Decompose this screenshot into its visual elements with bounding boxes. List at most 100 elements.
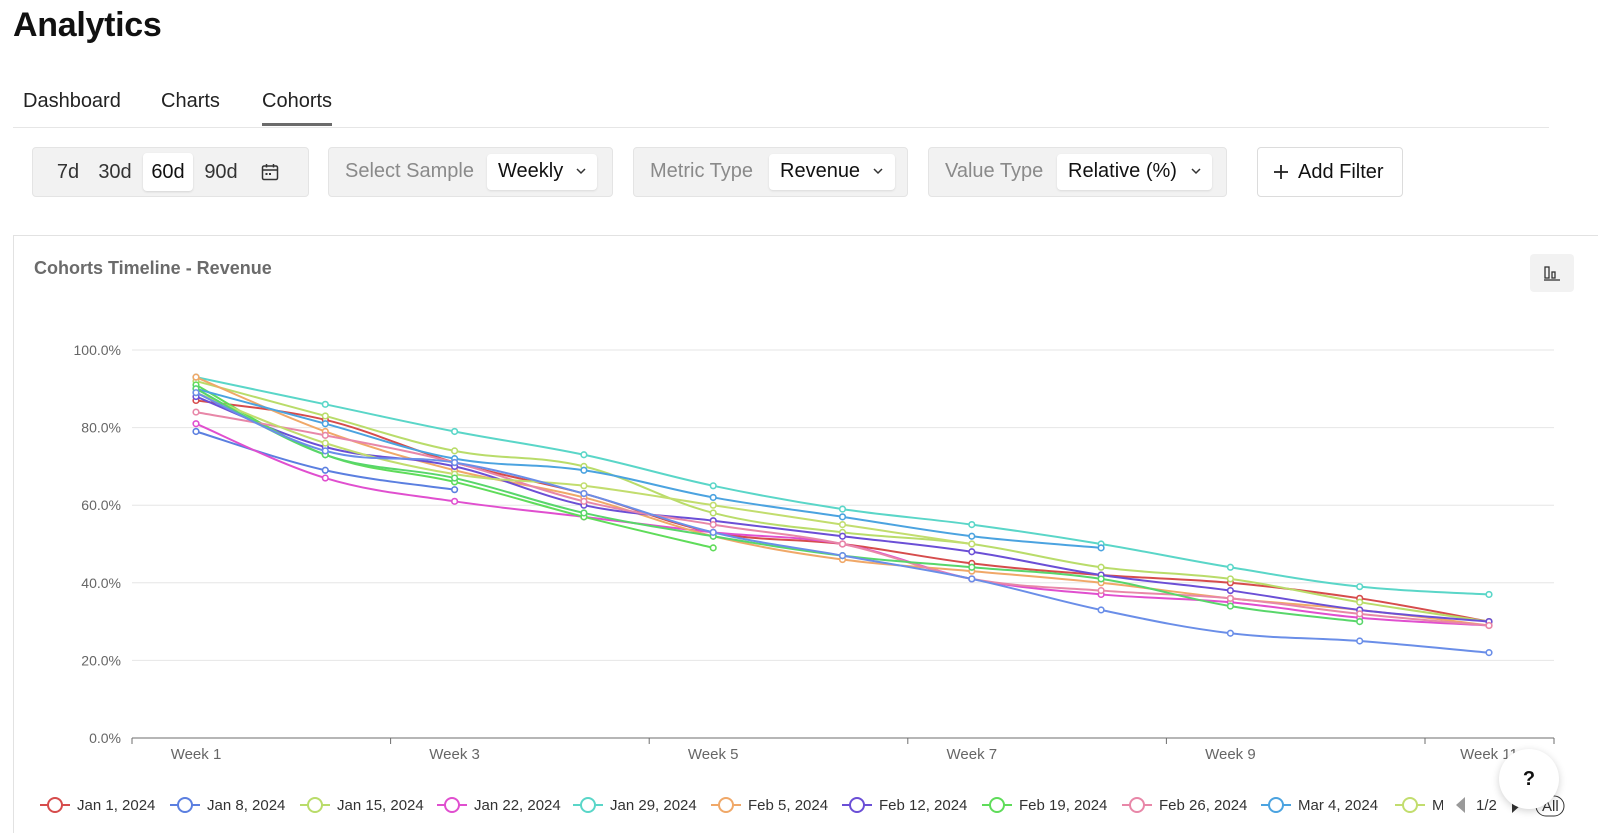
data-point xyxy=(1485,649,1493,657)
legend-swatch-marker xyxy=(849,797,865,813)
legend-swatch-marker xyxy=(1268,797,1284,813)
legend-label: Feb 19, 2024 xyxy=(1019,797,1107,814)
chart-title: Cohorts Timeline - Revenue xyxy=(34,258,272,278)
legend-swatch-marker xyxy=(177,797,193,813)
y-tick-label: 80.0% xyxy=(81,420,121,436)
data-point xyxy=(321,439,329,447)
cohort-chart-card: Cohorts Timeline - Revenue xyxy=(13,235,1598,833)
range-30d-button[interactable]: 30d xyxy=(98,161,132,183)
data-point xyxy=(1097,544,1105,552)
chevron-down-icon xyxy=(1191,168,1201,175)
legend-page-indicator: 1/2 xyxy=(1476,797,1497,814)
range-60d-button[interactable]: 60d xyxy=(143,153,193,191)
data-point xyxy=(451,458,459,467)
data-point xyxy=(321,400,329,408)
range-7d-button[interactable]: 7d xyxy=(56,161,80,183)
data-point xyxy=(968,520,976,529)
legend-item[interactable]: Jan 22, 2024 xyxy=(437,797,561,814)
data-point xyxy=(709,528,717,536)
legend-swatch-marker xyxy=(1402,797,1418,813)
tab-cohorts[interactable]: Cohorts xyxy=(262,90,333,126)
help-button[interactable]: ? xyxy=(1499,749,1559,809)
data-point xyxy=(1356,637,1364,645)
data-point xyxy=(709,482,717,490)
data-point xyxy=(580,451,588,459)
legend-swatch-marker xyxy=(1129,797,1145,813)
date-range-group: 7d 30d 60d 90d xyxy=(32,147,309,197)
x-tick-label: Week 7 xyxy=(947,746,998,763)
x-tick-label: Week 9 xyxy=(1205,746,1256,763)
series-line xyxy=(195,387,1360,623)
data-point xyxy=(451,447,459,455)
data-point xyxy=(1226,602,1234,610)
tab-dashboard[interactable]: Dashboard xyxy=(23,90,121,112)
value-type-filter: Value Type Relative (%) xyxy=(928,147,1227,197)
legend-swatch-marker xyxy=(47,797,63,813)
range-90d-button[interactable]: 90d xyxy=(204,161,238,183)
data-point xyxy=(838,520,847,529)
series-line xyxy=(195,380,1490,623)
calendar-icon[interactable] xyxy=(261,163,279,181)
data-point xyxy=(1226,586,1234,595)
data-point xyxy=(968,532,976,540)
legend-item[interactable]: Feb 5, 2024 xyxy=(711,797,828,814)
data-point xyxy=(709,520,717,529)
metric-filter: Metric Type Revenue xyxy=(633,147,908,197)
legend-item[interactable]: Feb 19, 2024 xyxy=(982,797,1107,814)
legend-label: Jan 8, 2024 xyxy=(207,797,285,814)
legend-label: Mar 4, 2024 xyxy=(1298,797,1378,814)
legend-label: Feb 26, 2024 xyxy=(1159,797,1247,814)
y-tick-label: 0.0% xyxy=(89,730,121,746)
series-line xyxy=(195,376,1490,627)
series-4 xyxy=(192,373,1493,599)
data-point xyxy=(451,486,459,494)
tab-charts[interactable]: Charts xyxy=(161,90,220,112)
legend-label: Jan 15, 2024 xyxy=(337,797,424,814)
legend-item[interactable]: Jan 1, 2024 xyxy=(40,797,155,814)
legend-item[interactable]: Jan 15, 2024 xyxy=(300,797,424,814)
chevron-down-icon xyxy=(576,168,586,175)
data-point xyxy=(838,540,847,548)
legend-item[interactable]: Feb 26, 2024 xyxy=(1122,797,1247,814)
x-tick-label: Week 1 xyxy=(171,746,222,763)
sample-filter: Select Sample Weekly xyxy=(328,147,613,197)
value-type-filter-label: Value Type xyxy=(945,160,1044,182)
data-point xyxy=(709,501,717,509)
add-filter-button[interactable]: Add Filter xyxy=(1257,147,1403,197)
data-point xyxy=(1356,610,1364,618)
data-point xyxy=(321,431,329,439)
data-point xyxy=(321,420,329,428)
series-1 xyxy=(192,427,459,494)
data-point xyxy=(192,427,200,436)
data-point xyxy=(968,548,976,556)
data-point xyxy=(838,532,847,540)
data-point xyxy=(1485,621,1493,630)
data-point xyxy=(192,389,200,397)
legend-label: Jan 29, 2024 xyxy=(610,797,697,814)
legend-prev-icon[interactable] xyxy=(1456,797,1465,813)
value-type-select-value: Relative (%) xyxy=(1068,160,1177,182)
series-11 xyxy=(192,385,1364,626)
legend-item[interactable]: Jan 29, 2024 xyxy=(573,797,697,814)
data-point xyxy=(192,373,200,381)
legend-item[interactable]: Jan 8, 2024 xyxy=(170,797,285,814)
sample-filter-label: Select Sample xyxy=(345,160,474,182)
data-point xyxy=(1226,594,1234,602)
legend-item[interactable]: Mar 11, 2024 xyxy=(1395,797,1519,814)
legend-item[interactable]: Feb 12, 2024 xyxy=(842,797,967,814)
chart-view-button[interactable] xyxy=(1530,254,1574,292)
data-point xyxy=(192,420,200,428)
legend-swatch-marker xyxy=(718,797,734,813)
data-point xyxy=(580,466,588,474)
data-point xyxy=(838,505,847,513)
data-point xyxy=(321,412,329,420)
sample-select[interactable]: Weekly xyxy=(487,154,597,190)
x-tick-label: Week 3 xyxy=(429,746,480,763)
metric-select[interactable]: Revenue xyxy=(769,154,895,190)
legend-label: Jan 22, 2024 xyxy=(474,797,561,814)
value-type-select[interactable]: Relative (%) xyxy=(1057,154,1212,190)
legend-item[interactable]: Mar 4, 2024 xyxy=(1261,797,1378,814)
data-point xyxy=(838,513,847,521)
data-point xyxy=(1097,606,1105,614)
